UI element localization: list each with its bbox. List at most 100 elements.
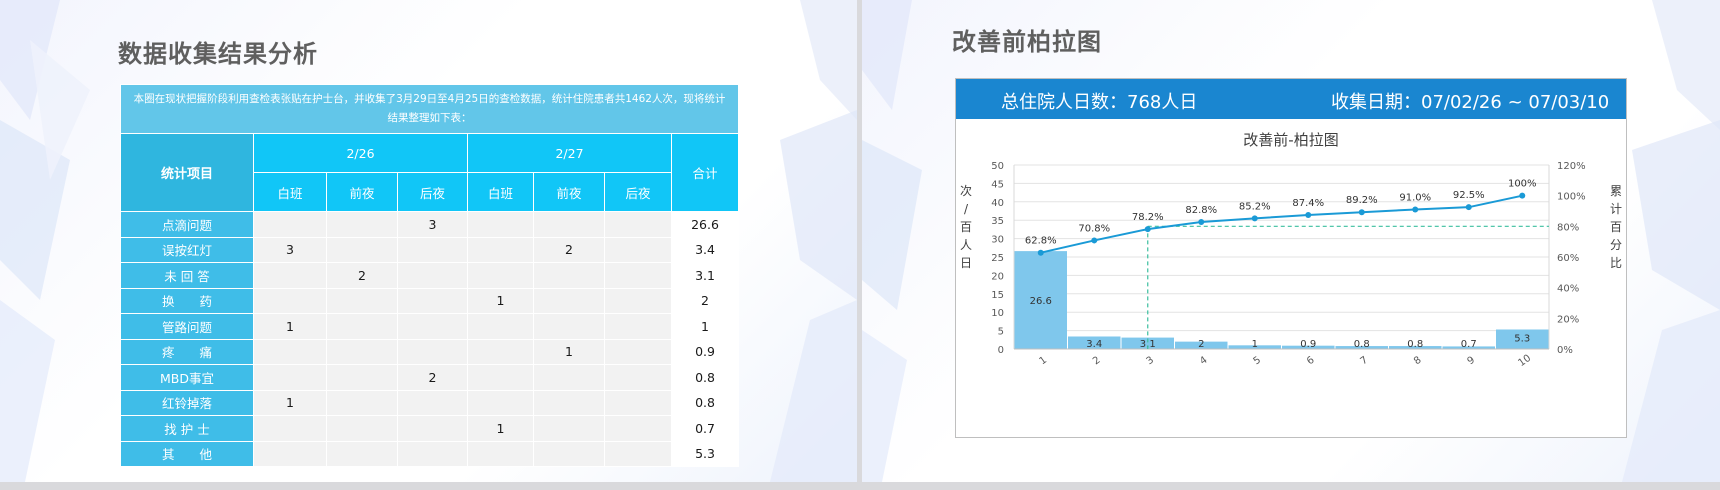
cumulative-point [1198, 219, 1205, 226]
table-cell: 2 [533, 236, 605, 263]
date-header-2: 2/27 [467, 133, 672, 173]
x-tick-label: 9 [1466, 355, 1478, 368]
bar-label: 1 [1252, 339, 1258, 350]
right-slide-title: 改善前柏拉图 [952, 28, 1102, 56]
cumulative-point [1519, 192, 1526, 199]
table-cell: 1 [467, 287, 534, 314]
row-label: 点滴问题 [120, 211, 254, 238]
row-label: MBD事宜 [120, 364, 254, 391]
shift-header: 后夜 [397, 172, 468, 212]
table-cell: 3 [253, 236, 327, 263]
table-cell [467, 389, 534, 416]
bar-label: 5.3 [1514, 333, 1530, 344]
table-cell [467, 211, 534, 238]
table-cell [326, 211, 398, 238]
cumulative-point [1251, 215, 1258, 222]
y2-axis-title-char: 计 [1610, 202, 1622, 216]
panel-header: 总住院人日数：768人日 收集日期：07/02/26 ~ 07/03/10 [956, 79, 1626, 119]
table-row: 误按红灯 3 2 3.4 [120, 236, 740, 263]
table-row: 红铃掉落 1 0.8 [120, 389, 740, 416]
table-cell [326, 338, 398, 365]
row-total: 3.4 [670, 236, 740, 263]
table-row: 找 护 士 1 0.7 [120, 415, 740, 442]
y2-axis-title-char: 百 [1610, 220, 1622, 234]
table-cell [253, 211, 327, 238]
x-tick-label: 5 [1252, 355, 1264, 368]
cumulative-label: 85.2% [1239, 201, 1271, 212]
y-axis-title-char: 次 [960, 184, 972, 198]
table-cell [604, 262, 672, 289]
bar [1335, 346, 1388, 349]
table-cell [253, 415, 327, 442]
y-axis-title-char: 百 [960, 220, 972, 234]
table-cell [397, 338, 468, 365]
table-cell: 1 [253, 389, 327, 416]
table-cell [467, 236, 534, 263]
table-cell [326, 313, 398, 340]
bar-label: 0.7 [1461, 339, 1477, 350]
table-cell [533, 415, 605, 442]
cumulative-label: 78.2% [1132, 212, 1164, 223]
table-cell [604, 211, 672, 238]
y-axis-title-char: 人 [960, 238, 972, 252]
table-cell [397, 313, 468, 340]
cumulative-label: 92.5% [1453, 190, 1485, 201]
shift-header: 白班 [467, 172, 534, 212]
right-background-pattern [862, 0, 1720, 482]
table-cell [533, 440, 605, 467]
bar [1014, 251, 1067, 349]
table-cell [253, 440, 327, 467]
table-cell [467, 313, 534, 340]
cumulative-label: 100% [1508, 179, 1537, 190]
bar-label: 0.8 [1407, 339, 1423, 350]
table-row: 换 药 1 2 [120, 287, 740, 314]
shift-header: 白班 [253, 172, 327, 212]
cumulative-point [1465, 204, 1472, 211]
table-cell [604, 287, 672, 314]
table-cell [467, 440, 534, 467]
cumulative-point [1412, 206, 1419, 213]
row-label: 找 护 士 [120, 415, 254, 442]
row-total: 5.3 [670, 440, 740, 467]
bar [1442, 346, 1495, 349]
cumulative-label: 82.8% [1185, 205, 1217, 216]
row-label: 其 他 [120, 440, 254, 467]
y2-tick-label: 100% [1557, 192, 1586, 203]
bar [1496, 329, 1549, 349]
shift-header: 前夜 [326, 172, 398, 212]
y-axis-title-char: 日 [960, 256, 972, 270]
total-inpatient-days: 总住院人日数：768人日 [1001, 92, 1198, 113]
bar-label: 2 [1198, 339, 1204, 350]
table-cell [604, 415, 672, 442]
y-tick-label: 35 [991, 216, 1004, 227]
table-cell [604, 313, 672, 340]
bar-label: 26.6 [1030, 296, 1052, 307]
table-cell: 1 [253, 313, 327, 340]
y2-axis-title-char: 累 [1610, 184, 1622, 198]
pareto-chart: 改善前-柏拉图051015202530354045500%20%40%60%80… [960, 131, 1622, 369]
y-axis-title-char: / [964, 202, 969, 216]
y2-axis-title-char: 比 [1610, 256, 1622, 270]
row-label: 换 药 [120, 287, 254, 314]
table-row: 管路问题 1 1 [120, 313, 740, 340]
cumulative-line [1040, 194, 1523, 254]
table-cell [467, 364, 534, 391]
row-total: 0.8 [670, 364, 740, 391]
y2-tick-label: 80% [1557, 222, 1579, 233]
table-intro: 本圈在现状把握阶段利用查检表张贴在护士台，并收集了3月29日至4月25日的查检数… [119, 84, 740, 134]
x-tick-label: 8 [1412, 355, 1424, 368]
table-cell [326, 415, 398, 442]
total-header: 合计 [670, 133, 740, 212]
row-label: 红铃掉落 [120, 389, 254, 416]
y-tick-label: 15 [991, 290, 1004, 301]
table-cell [467, 338, 534, 365]
y-tick-label: 45 [991, 179, 1004, 190]
y-tick-label: 50 [991, 161, 1004, 172]
table-row: MBD事宜 2 0.8 [120, 364, 740, 391]
table-row: 未 回 答 2 3.1 [120, 262, 740, 289]
left-background-pattern [0, 0, 857, 482]
date-header-1: 2/26 [253, 133, 468, 173]
table-cell [533, 211, 605, 238]
cumulative-label: 70.8% [1078, 223, 1110, 234]
table-cell [533, 389, 605, 416]
